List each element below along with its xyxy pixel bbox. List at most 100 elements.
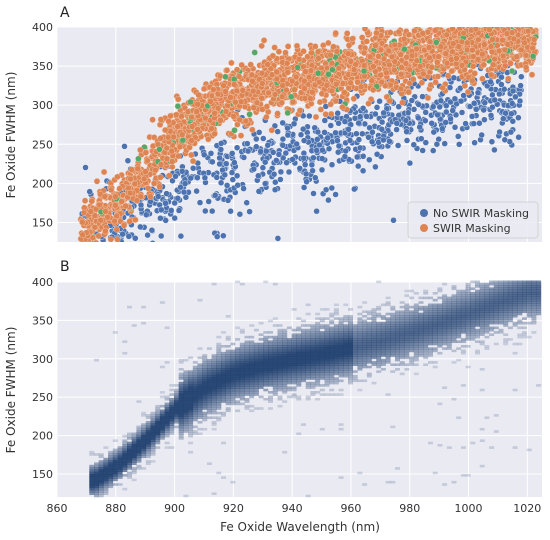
point-swir bbox=[345, 50, 352, 57]
density-cell bbox=[263, 361, 269, 364]
density-cell bbox=[329, 321, 335, 325]
point-swir bbox=[274, 110, 281, 117]
point-no-swir bbox=[363, 113, 370, 120]
point-swir bbox=[307, 95, 314, 102]
density-cell bbox=[357, 319, 363, 323]
density-cell bbox=[244, 397, 250, 401]
density-cell bbox=[230, 368, 236, 371]
point-swir bbox=[268, 127, 275, 134]
density-cell bbox=[305, 397, 311, 401]
density-cell bbox=[263, 335, 269, 339]
density-cell bbox=[352, 345, 358, 348]
point-no-swir bbox=[380, 136, 387, 144]
density-cell bbox=[268, 340, 273, 343]
density-cell bbox=[197, 393, 203, 396]
legend-marker-swir bbox=[420, 224, 428, 232]
point-swir bbox=[194, 101, 201, 108]
point-swir bbox=[391, 41, 398, 49]
point-swir bbox=[149, 116, 156, 123]
point-no-swir bbox=[289, 156, 296, 163]
point-no-swir bbox=[300, 154, 307, 162]
density-cell bbox=[122, 450, 128, 454]
density-cell bbox=[277, 386, 283, 389]
point-no-swir bbox=[284, 131, 292, 139]
density-cell bbox=[301, 319, 306, 323]
density-cell bbox=[202, 393, 208, 396]
density-cell bbox=[329, 315, 335, 318]
y-tick-label: 300 bbox=[32, 99, 53, 112]
density-cell bbox=[192, 407, 198, 410]
density-cell bbox=[221, 395, 226, 399]
density-cell bbox=[112, 460, 118, 463]
point-swir bbox=[488, 48, 496, 56]
density-cell bbox=[352, 324, 358, 327]
density-cell bbox=[178, 404, 184, 408]
density-cell bbox=[197, 365, 203, 369]
point-no-swir bbox=[442, 119, 449, 126]
point-swir bbox=[453, 55, 460, 62]
density-cell bbox=[211, 404, 217, 408]
density-cell bbox=[164, 434, 170, 438]
point-swir bbox=[174, 96, 182, 103]
density-cell bbox=[343, 363, 349, 366]
point-swir bbox=[312, 43, 319, 50]
point-swir bbox=[309, 88, 316, 96]
density-cell bbox=[253, 365, 259, 369]
point-no-swir bbox=[194, 174, 201, 181]
density-cell bbox=[253, 370, 259, 373]
point-no-swir bbox=[468, 113, 476, 120]
density-cell bbox=[225, 358, 231, 362]
density-cell bbox=[112, 476, 118, 479]
density-cell bbox=[117, 455, 123, 459]
density-cell bbox=[291, 340, 297, 343]
point-swir bbox=[345, 42, 353, 49]
density-cell bbox=[310, 345, 316, 348]
density-cell bbox=[174, 411, 179, 415]
density-cell bbox=[282, 363, 288, 366]
point-no-swir bbox=[283, 159, 290, 166]
density-cell bbox=[127, 464, 132, 468]
density-cell bbox=[155, 404, 161, 408]
density-cell bbox=[117, 462, 123, 465]
density-cell bbox=[230, 361, 236, 364]
point-swir bbox=[264, 61, 271, 68]
density-cell bbox=[324, 317, 330, 320]
point-swir bbox=[487, 43, 495, 50]
point-swir bbox=[387, 29, 394, 36]
point-no-swir bbox=[517, 82, 524, 89]
density-cell bbox=[183, 414, 189, 417]
point-swir bbox=[406, 66, 413, 74]
density-cell bbox=[348, 317, 353, 320]
density-cell bbox=[239, 363, 245, 366]
panel-a-y-axis-title: Fe Oxide FWHM (nm) bbox=[4, 72, 18, 199]
density-cell bbox=[277, 335, 283, 339]
density-cell bbox=[225, 402, 231, 406]
density-cell bbox=[263, 381, 269, 385]
density-cell bbox=[258, 349, 264, 353]
point-no-swir bbox=[211, 192, 219, 199]
point-no-swir bbox=[149, 240, 156, 242]
density-cell bbox=[211, 358, 217, 362]
point-swir bbox=[386, 97, 393, 105]
density-cell bbox=[216, 356, 222, 360]
density-cell bbox=[169, 384, 175, 387]
point-swir bbox=[258, 94, 265, 102]
point-swir bbox=[443, 31, 450, 38]
density-cell bbox=[127, 448, 132, 452]
density-cell bbox=[164, 427, 170, 431]
density-cell bbox=[206, 368, 212, 371]
density-cell bbox=[348, 365, 353, 369]
density-cell bbox=[315, 384, 321, 387]
point-swir bbox=[289, 77, 296, 85]
point-swir bbox=[92, 239, 100, 242]
density-cell bbox=[329, 347, 335, 350]
density-cell bbox=[315, 338, 321, 341]
density-cell bbox=[221, 356, 226, 360]
density-cell bbox=[338, 374, 344, 378]
density-cell bbox=[315, 312, 321, 316]
point-no-swir bbox=[341, 118, 349, 125]
density-cell bbox=[357, 317, 363, 320]
density-cell bbox=[122, 474, 128, 477]
density-cell bbox=[192, 418, 198, 422]
density-cell bbox=[127, 446, 132, 449]
